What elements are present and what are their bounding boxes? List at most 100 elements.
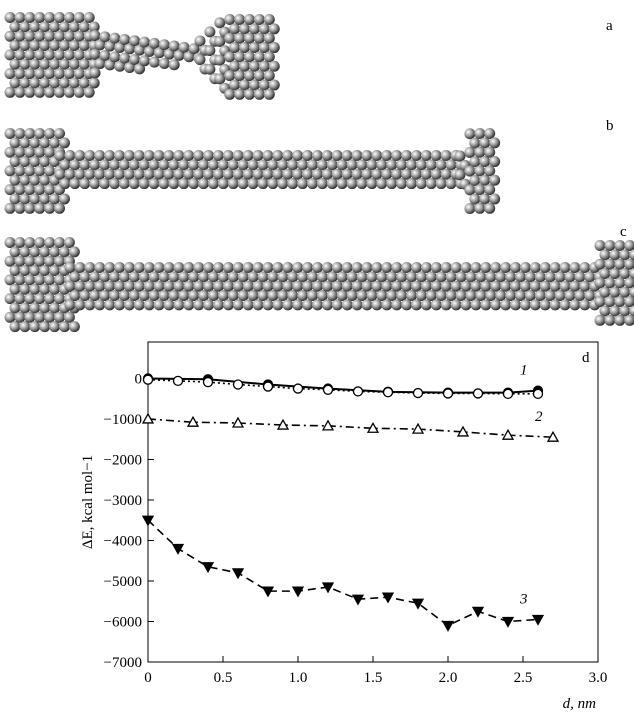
atom bbox=[224, 70, 235, 81]
atom bbox=[470, 299, 481, 310]
atom bbox=[49, 77, 60, 88]
atom bbox=[574, 271, 585, 282]
plot-frame bbox=[148, 342, 598, 662]
atom bbox=[456, 290, 467, 301]
atom bbox=[5, 87, 16, 98]
atom bbox=[406, 271, 417, 282]
atom bbox=[584, 290, 595, 301]
atom bbox=[505, 271, 516, 282]
atom bbox=[54, 293, 65, 304]
atom bbox=[332, 281, 343, 292]
atom bbox=[421, 150, 432, 161]
atom bbox=[441, 262, 452, 273]
atom bbox=[59, 193, 70, 204]
atom bbox=[489, 156, 500, 167]
atom bbox=[545, 271, 556, 282]
atom bbox=[510, 262, 521, 273]
atom bbox=[254, 33, 265, 44]
marker bbox=[204, 378, 213, 387]
atom bbox=[69, 178, 80, 189]
atom bbox=[49, 59, 60, 70]
atom bbox=[99, 31, 110, 42]
atom bbox=[149, 271, 160, 282]
atom bbox=[302, 281, 313, 292]
atom bbox=[193, 262, 204, 273]
atom bbox=[490, 281, 501, 292]
marker bbox=[384, 388, 393, 397]
atom bbox=[406, 178, 417, 189]
atom bbox=[244, 51, 255, 62]
atom bbox=[9, 137, 20, 148]
atom bbox=[446, 271, 457, 282]
atom bbox=[619, 287, 630, 298]
atom bbox=[119, 53, 130, 64]
atom bbox=[322, 169, 333, 180]
atom bbox=[5, 184, 16, 195]
atom bbox=[342, 262, 353, 273]
atom bbox=[426, 178, 437, 189]
atom bbox=[79, 271, 90, 282]
atom bbox=[629, 268, 634, 279]
atom bbox=[381, 299, 392, 310]
atom bbox=[74, 299, 85, 310]
atom bbox=[124, 169, 135, 180]
atom bbox=[44, 31, 55, 42]
atom bbox=[391, 150, 402, 161]
atom bbox=[39, 193, 50, 204]
atom bbox=[44, 87, 55, 98]
atom bbox=[287, 271, 298, 282]
atom bbox=[198, 159, 209, 170]
atom bbox=[69, 271, 80, 282]
atom bbox=[99, 290, 110, 301]
atom bbox=[163, 150, 174, 161]
atom bbox=[14, 293, 25, 304]
atom bbox=[604, 277, 615, 288]
atom bbox=[14, 49, 25, 60]
atom bbox=[614, 277, 625, 288]
atom bbox=[535, 271, 546, 282]
atom bbox=[104, 150, 115, 161]
atom bbox=[461, 299, 472, 310]
atom bbox=[264, 33, 275, 44]
atom bbox=[401, 299, 412, 310]
marker bbox=[233, 569, 243, 578]
atom bbox=[366, 271, 377, 282]
atom bbox=[223, 281, 234, 292]
atom bbox=[183, 262, 194, 273]
atom bbox=[149, 290, 160, 301]
atom bbox=[614, 259, 625, 270]
atom bbox=[54, 274, 65, 285]
atom bbox=[173, 299, 184, 310]
atom bbox=[124, 299, 135, 310]
atom bbox=[144, 262, 155, 273]
atom bbox=[500, 262, 511, 273]
atom bbox=[163, 169, 174, 180]
atom bbox=[595, 259, 606, 270]
marker bbox=[443, 622, 453, 631]
atom bbox=[391, 299, 402, 310]
atom bbox=[356, 159, 367, 170]
atom bbox=[257, 159, 268, 170]
atom bbox=[322, 262, 333, 273]
atom bbox=[272, 281, 283, 292]
atom bbox=[248, 290, 259, 301]
atom bbox=[267, 290, 278, 301]
atom bbox=[267, 178, 278, 189]
atom bbox=[14, 31, 25, 42]
atom bbox=[34, 31, 45, 42]
atom bbox=[540, 281, 551, 292]
atom bbox=[24, 87, 35, 98]
atom bbox=[555, 290, 566, 301]
atom bbox=[114, 299, 125, 310]
atom bbox=[14, 274, 25, 285]
atom bbox=[74, 169, 85, 180]
atom bbox=[272, 262, 283, 273]
atom bbox=[307, 178, 318, 189]
atom bbox=[234, 51, 245, 62]
atom bbox=[84, 281, 95, 292]
atom bbox=[64, 31, 75, 42]
atom bbox=[224, 89, 235, 100]
atom bbox=[228, 271, 239, 282]
atom bbox=[396, 178, 407, 189]
x-tick-label: 0 bbox=[144, 670, 152, 686]
